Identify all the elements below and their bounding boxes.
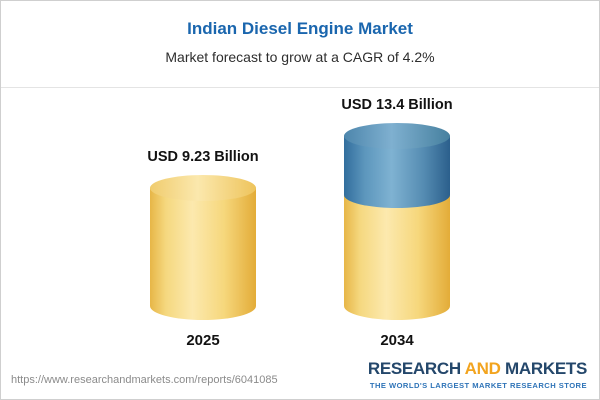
cylinder-2034-gold-segment <box>344 195 450 320</box>
logo-word-markets: MARKETS <box>505 359 587 379</box>
cylinder-2034-top <box>344 123 450 149</box>
bar-2025: USD 9.23 Billion 2025 <box>128 149 278 349</box>
page-title: Indian Diesel Engine Market <box>187 19 413 38</box>
axis-label-2025: 2025 <box>186 332 220 349</box>
value-label-2034: USD 13.4 Billion <box>341 97 453 113</box>
bar-2034: USD 13.4 Billion 2034 <box>322 97 472 349</box>
bar-chart: USD 9.23 Billion 2025 USD 13.4 Billion 2… <box>1 97 599 349</box>
cylinder-2025 <box>150 175 256 320</box>
cylinder-2025-top <box>150 175 256 201</box>
report-url: https://www.researchandmarkets.com/repor… <box>11 374 278 386</box>
header-divider <box>1 87 599 88</box>
logo-word-research: RESEARCH <box>367 359 461 379</box>
value-label-2025: USD 9.23 Billion <box>147 149 259 165</box>
cylinder-2034 <box>344 123 450 320</box>
logo-wordmark: RESEARCH AND MARKETS <box>367 359 587 379</box>
logo-word-and: AND <box>464 359 501 379</box>
axis-label-2034: 2034 <box>380 332 414 349</box>
chart-subtitle: Market forecast to grow at a CAGR of 4.2… <box>165 49 435 65</box>
research-and-markets-logo: RESEARCH AND MARKETS THE WORLD'S LARGEST… <box>367 359 587 390</box>
logo-tagline: THE WORLD'S LARGEST MARKET RESEARCH STOR… <box>369 381 587 390</box>
cylinder-2025-body <box>150 188 256 320</box>
